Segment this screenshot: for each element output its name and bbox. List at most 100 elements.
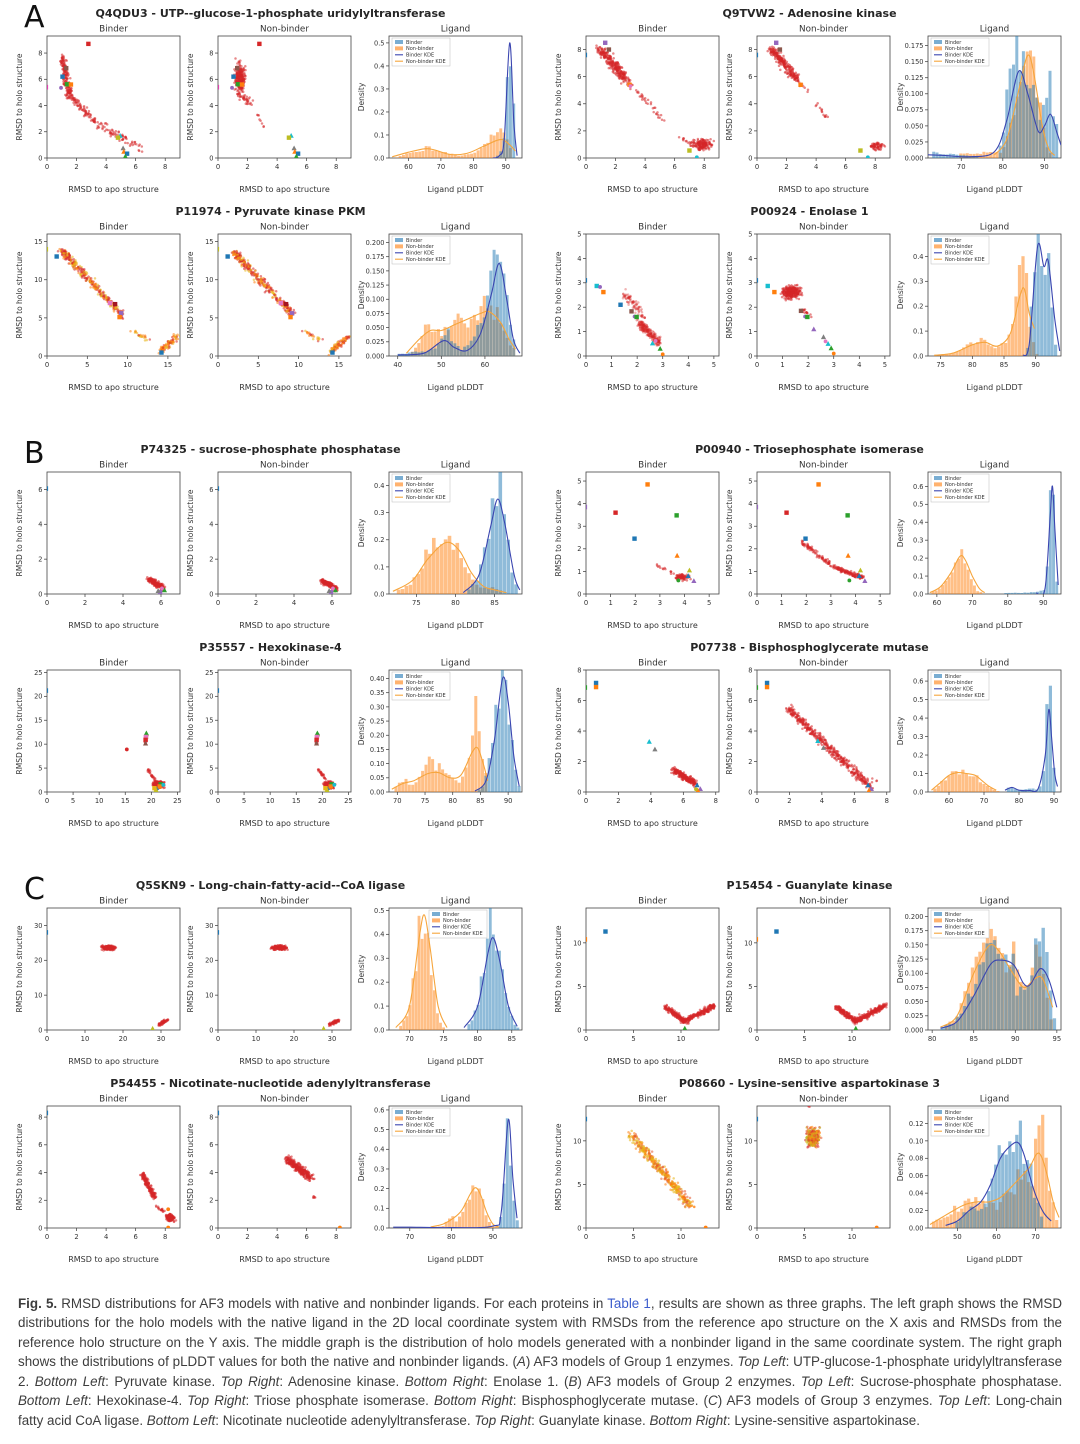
group-title-P07738: P07738 - Bisphosphoglycerate mutase [553,640,1066,656]
y-axis-label: Density [357,716,366,745]
legend-label-0: Binder [945,912,962,918]
svg-text:0.6: 0.6 [913,483,924,491]
svg-text:2: 2 [209,556,213,564]
legend-swatch-1 [432,918,440,922]
svg-text:3: 3 [748,523,752,531]
svg-text:20: 20 [147,797,156,805]
subplot-title: Ligand [441,461,470,471]
svg-text:0: 0 [45,797,49,805]
legend-label-1: Non-binder [406,244,435,250]
subplot-title: Binder [99,223,128,233]
svg-text:25: 25 [173,797,182,805]
subplot-title: Ligand [441,25,470,35]
legend-label-3: Non-binder KDE [945,257,985,263]
caption-text-run: : Enolase 1. ( [484,1374,568,1389]
svg-text:80: 80 [469,163,478,171]
x-axis-label: Ligand pLDDT [966,185,1022,194]
svg-text:4: 4 [686,361,690,369]
x-axis-label: RMSD to apo structure [778,819,869,828]
legend-label-0: Binder [945,40,962,46]
svg-text:Ligand: Ligand [441,25,470,35]
svg-text:0: 0 [45,599,49,607]
y-axis-label: RMSD to holo structure [725,925,734,1012]
x-axis-label: RMSD to apo structure [239,1255,330,1264]
svg-text:2: 2 [748,127,752,135]
y-axis: 0.00.10.20.30.4 [913,253,928,361]
svg-text:90: 90 [1039,599,1048,607]
svg-text:0.2: 0.2 [374,536,385,544]
y-axis-label: RMSD to holo structure [186,53,195,140]
svg-text:2: 2 [577,304,581,312]
table-1-link[interactable]: Table 1 [607,1296,651,1311]
svg-text:5: 5 [748,230,752,238]
svg-text:0: 0 [584,599,588,607]
subplot-title: Ligand [980,659,1009,669]
svg-text:6: 6 [305,163,309,171]
figure-caption: Fig. 5. RMSD distributions for AF3 model… [18,1294,1062,1430]
svg-text:8: 8 [873,163,877,171]
svg-text:4: 4 [292,599,296,607]
svg-text:2: 2 [38,556,42,564]
svg-text:0.2: 0.2 [913,555,924,563]
y-axis-label: Density [896,716,905,745]
svg-text:60: 60 [933,599,942,607]
svg-text:0: 0 [216,599,220,607]
subplot-title: Binder [638,897,667,907]
svg-text:15: 15 [34,717,42,725]
svg-text:6: 6 [209,76,213,84]
legend-swatch-0 [395,1110,403,1114]
legend-swatch-0 [934,1110,942,1114]
legend-label-1: Non-binder [945,1116,974,1122]
svg-text:4: 4 [748,500,752,508]
protein-group-P08660: P08660 - Lysine-sensitive aspartokinase … [553,1076,1066,1268]
y-axis-label: Density [896,518,905,547]
x-axis-label: RMSD to apo structure [239,185,330,194]
x-axis-label: Ligand pLDDT [966,1057,1022,1066]
svg-text:0: 0 [755,361,759,369]
svg-text:3: 3 [832,361,836,369]
group-title-Q5SKN9: Q5SKN9 - Long-chain-fatty-acid--CoA liga… [14,878,527,894]
subplot-title: Non-binder [260,223,309,233]
svg-text:0.3: 0.3 [913,537,924,545]
legend-label-2: Binder KDE [443,925,471,931]
svg-text:6: 6 [577,73,581,81]
x-axis-label: RMSD to apo structure [239,383,330,392]
legend-swatch-1 [395,1116,403,1120]
subplot-title: Ligand [441,659,470,669]
svg-text:0.125: 0.125 [366,281,385,289]
svg-text:0.050: 0.050 [905,122,924,130]
svg-text:6: 6 [38,76,42,84]
legend-swatch-1 [395,46,403,50]
legend-label-1: Non-binder [945,46,974,52]
legend-label-3: Non-binder KDE [406,693,446,699]
svg-text:Binder: Binder [638,461,667,471]
y-axis-label: RMSD to holo structure [554,251,563,338]
